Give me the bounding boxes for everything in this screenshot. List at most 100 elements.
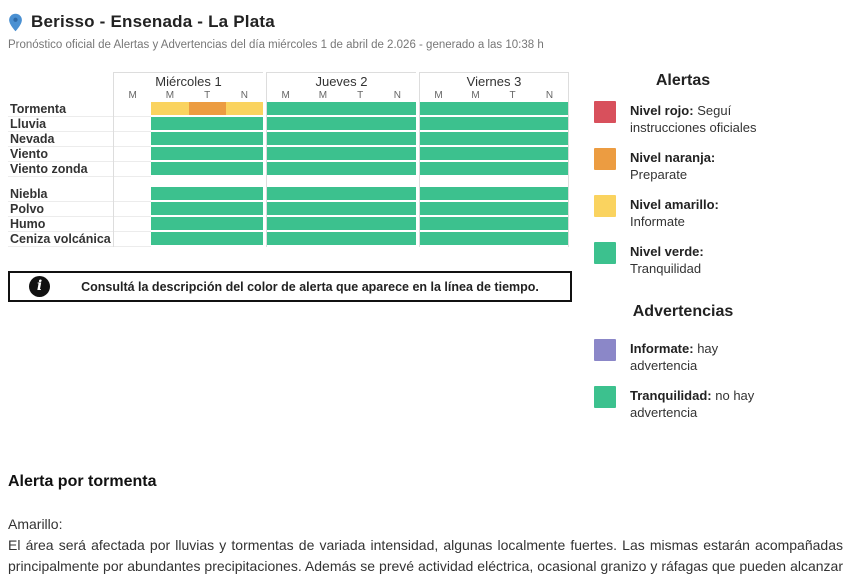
timeline-cell[interactable]	[188, 102, 226, 115]
timeline-cell[interactable]	[420, 217, 457, 230]
timeline-cell[interactable]	[494, 147, 531, 160]
timeline-cell[interactable]	[188, 217, 226, 230]
timeline-cell[interactable]	[531, 132, 568, 145]
timeline-cell[interactable]	[457, 102, 494, 115]
timeline-cell[interactable]	[225, 187, 263, 200]
timeline-cell[interactable]	[378, 102, 416, 115]
timeline-cell[interactable]	[341, 117, 379, 130]
timeline-cell[interactable]	[151, 117, 189, 130]
timeline-cell[interactable]	[188, 147, 226, 160]
timeline-cell[interactable]	[494, 217, 531, 230]
timeline-cell[interactable]	[420, 132, 457, 145]
timeline-cell[interactable]	[341, 202, 379, 215]
timeline-cell[interactable]	[378, 217, 416, 230]
timeline-cell[interactable]	[494, 187, 531, 200]
timeline-cell[interactable]	[267, 102, 305, 115]
timeline-cell[interactable]	[225, 162, 263, 175]
timeline-cell[interactable]	[457, 132, 494, 145]
timeline-cell[interactable]	[225, 217, 263, 230]
timeline-cell[interactable]	[151, 162, 189, 175]
timeline-cell[interactable]	[304, 147, 342, 160]
timeline-cell[interactable]	[188, 202, 226, 215]
timeline-cell[interactable]	[188, 232, 226, 245]
timeline-cell[interactable]	[151, 187, 189, 200]
timeline-cell[interactable]	[457, 162, 494, 175]
timeline-cell[interactable]	[225, 147, 263, 160]
timeline-cell[interactable]	[267, 202, 305, 215]
timeline-cell[interactable]	[531, 187, 568, 200]
timeline-cell[interactable]	[341, 217, 379, 230]
timeline-cell[interactable]	[151, 102, 189, 115]
timeline-cell[interactable]	[531, 117, 568, 130]
timeline-cell[interactable]	[378, 162, 416, 175]
timeline-cell[interactable]	[378, 232, 416, 245]
timeline-cell[interactable]	[494, 102, 531, 115]
timeline-cell[interactable]	[225, 232, 263, 245]
timeline-cell[interactable]	[378, 132, 416, 145]
timeline-cell[interactable]	[151, 232, 189, 245]
timeline-cell[interactable]	[531, 202, 568, 215]
timeline-cell[interactable]	[531, 217, 568, 230]
timeline-cell[interactable]	[531, 102, 568, 115]
timeline-cell[interactable]	[341, 147, 379, 160]
timeline-cell[interactable]	[267, 162, 305, 175]
timeline-cell[interactable]	[341, 132, 379, 145]
timeline-cell[interactable]	[341, 102, 379, 115]
timeline-cell[interactable]	[188, 162, 226, 175]
timeline-row-ceniza-volcanica: Ceniza volcánica	[8, 232, 573, 247]
timeline-cell[interactable]	[267, 217, 305, 230]
timeline-cell[interactable]	[494, 162, 531, 175]
timeline-cell[interactable]	[420, 147, 457, 160]
timeline-cell[interactable]	[420, 102, 457, 115]
timeline-cell[interactable]	[304, 187, 342, 200]
timeline-cell[interactable]	[494, 202, 531, 215]
timeline-cell[interactable]	[341, 187, 379, 200]
timeline-cell[interactable]	[267, 232, 305, 245]
timeline-cell[interactable]	[531, 147, 568, 160]
timeline-cell[interactable]	[151, 202, 189, 215]
timeline-cell[interactable]	[225, 132, 263, 145]
timeline-cell[interactable]	[304, 232, 342, 245]
timeline-cell[interactable]	[188, 187, 226, 200]
timeline-cell[interactable]	[494, 132, 531, 145]
timeline-cell[interactable]	[420, 202, 457, 215]
timeline-cell[interactable]	[457, 232, 494, 245]
timeline-cell[interactable]	[420, 232, 457, 245]
timeline-cell[interactable]	[267, 147, 305, 160]
timeline-cell[interactable]	[304, 162, 342, 175]
timeline-cell[interactable]	[267, 187, 305, 200]
timeline-cell[interactable]	[225, 202, 263, 215]
timeline-cell[interactable]	[304, 132, 342, 145]
timeline-cell[interactable]	[420, 162, 457, 175]
timeline-cell[interactable]	[457, 217, 494, 230]
timeline-cell[interactable]	[494, 117, 531, 130]
timeline-cell[interactable]	[378, 202, 416, 215]
timeline-cell[interactable]	[304, 217, 342, 230]
timeline-cell[interactable]	[494, 232, 531, 245]
timeline-cell[interactable]	[341, 162, 379, 175]
timeline-cell[interactable]	[457, 187, 494, 200]
timeline-cell[interactable]	[457, 202, 494, 215]
timeline-cell[interactable]	[378, 147, 416, 160]
timeline-cell[interactable]	[531, 232, 568, 245]
timeline-cell[interactable]	[304, 117, 342, 130]
timeline-cell[interactable]	[188, 132, 226, 145]
timeline-cell[interactable]	[304, 102, 342, 115]
timeline-cell[interactable]	[420, 117, 457, 130]
timeline-cell[interactable]	[420, 187, 457, 200]
timeline-cell[interactable]	[267, 117, 305, 130]
timeline-cell[interactable]	[341, 232, 379, 245]
timeline-cell[interactable]	[378, 187, 416, 200]
timeline-cell[interactable]	[531, 162, 568, 175]
timeline-cell[interactable]	[225, 102, 263, 115]
timeline-cell[interactable]	[457, 117, 494, 130]
timeline-cell[interactable]	[151, 132, 189, 145]
timeline-cell[interactable]	[225, 117, 263, 130]
timeline-cell[interactable]	[304, 202, 342, 215]
timeline-cell[interactable]	[151, 217, 189, 230]
timeline-cell[interactable]	[267, 132, 305, 145]
timeline-cell[interactable]	[378, 117, 416, 130]
timeline-cell[interactable]	[188, 117, 226, 130]
timeline-cell[interactable]	[457, 147, 494, 160]
timeline-cell[interactable]	[151, 147, 189, 160]
